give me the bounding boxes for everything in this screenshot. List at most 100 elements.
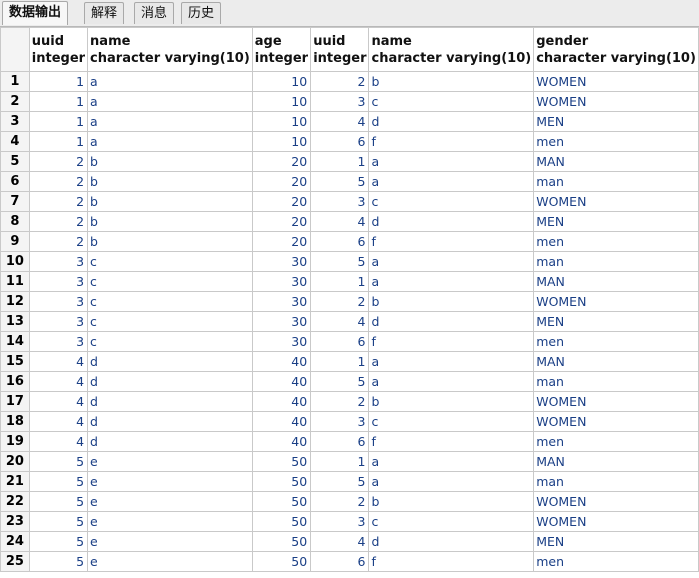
table-cell[interactable]: WOMEN: [533, 411, 699, 432]
row-number[interactable]: 5: [0, 151, 30, 172]
table-cell[interactable]: 5: [28, 451, 89, 472]
row-number[interactable]: 3: [0, 111, 30, 132]
table-cell[interactable]: b: [368, 491, 535, 512]
table-row[interactable]: 24 5 e 50 4 d MEN: [0, 531, 699, 552]
table-cell[interactable]: 5: [310, 171, 370, 192]
table-cell[interactable]: d: [368, 311, 535, 332]
table-cell[interactable]: 40: [251, 371, 312, 392]
table-cell[interactable]: b: [368, 291, 535, 312]
table-cell[interactable]: a: [87, 111, 253, 132]
table-cell[interactable]: d: [87, 371, 253, 392]
table-row[interactable]: 17 4 d 40 2 b WOMEN: [0, 391, 699, 412]
table-cell[interactable]: d: [368, 111, 535, 132]
table-row[interactable]: 9 2 b 20 6 f men: [0, 231, 699, 252]
table-row[interactable]: 2 1 a 10 3 c WOMEN: [0, 91, 699, 112]
table-cell[interactable]: 30: [251, 251, 312, 272]
table-cell[interactable]: 1: [28, 71, 89, 92]
table-cell[interactable]: MEN: [533, 311, 699, 332]
table-cell[interactable]: a: [368, 251, 535, 272]
table-cell[interactable]: f: [368, 431, 535, 452]
table-cell[interactable]: c: [368, 191, 535, 212]
table-cell[interactable]: 5: [310, 471, 370, 492]
column-header-uuid[interactable]: uuid integer: [28, 27, 89, 72]
table-cell[interactable]: 10: [251, 91, 312, 112]
table-cell[interactable]: 5: [28, 471, 89, 492]
table-row[interactable]: 3 1 a 10 4 d MEN: [0, 111, 699, 132]
table-cell[interactable]: e: [87, 451, 253, 472]
table-cell[interactable]: d: [87, 431, 253, 452]
table-cell[interactable]: 10: [251, 71, 312, 92]
table-cell[interactable]: 6: [310, 131, 370, 152]
table-cell[interactable]: MEN: [533, 531, 699, 552]
table-cell[interactable]: men: [533, 131, 699, 152]
table-cell[interactable]: 5: [310, 371, 370, 392]
table-cell[interactable]: b: [368, 391, 535, 412]
table-cell[interactable]: 6: [310, 231, 370, 252]
tab-history[interactable]: 历史: [181, 2, 222, 24]
row-number[interactable]: 15: [0, 351, 30, 372]
table-cell[interactable]: c: [87, 251, 253, 272]
row-number[interactable]: 21: [0, 471, 30, 492]
row-number[interactable]: 14: [0, 331, 30, 352]
table-cell[interactable]: 3: [310, 411, 370, 432]
table-cell[interactable]: 20: [251, 151, 312, 172]
table-cell[interactable]: man: [533, 251, 699, 272]
table-cell[interactable]: 1: [28, 131, 89, 152]
table-cell[interactable]: 3: [310, 91, 370, 112]
table-cell[interactable]: 10: [251, 111, 312, 132]
table-cell[interactable]: 1: [310, 151, 370, 172]
row-number[interactable]: 2: [0, 91, 30, 112]
table-cell[interactable]: 30: [251, 311, 312, 332]
table-cell[interactable]: 20: [251, 231, 312, 252]
table-cell[interactable]: 50: [251, 451, 312, 472]
column-header-age[interactable]: age integer: [251, 27, 312, 72]
table-cell[interactable]: 1: [28, 91, 89, 112]
table-cell[interactable]: a: [87, 131, 253, 152]
table-cell[interactable]: MEN: [533, 211, 699, 232]
table-cell[interactable]: 50: [251, 471, 312, 492]
table-cell[interactable]: 50: [251, 551, 312, 572]
table-cell[interactable]: WOMEN: [533, 291, 699, 312]
table-cell[interactable]: b: [87, 151, 253, 172]
table-cell[interactable]: MAN: [533, 451, 699, 472]
table-row[interactable]: 8 2 b 20 4 d MEN: [0, 211, 699, 232]
row-number[interactable]: 9: [0, 231, 30, 252]
table-cell[interactable]: 4: [28, 391, 89, 412]
table-row[interactable]: 12 3 c 30 2 b WOMEN: [0, 291, 699, 312]
table-row[interactable]: 23 5 e 50 3 c WOMEN: [0, 511, 699, 532]
table-row[interactable]: 13 3 c 30 4 d MEN: [0, 311, 699, 332]
table-cell[interactable]: WOMEN: [533, 491, 699, 512]
table-cell[interactable]: 1: [310, 351, 370, 372]
table-row[interactable]: 10 3 c 30 5 a man: [0, 251, 699, 272]
table-cell[interactable]: b: [87, 191, 253, 212]
table-cell[interactable]: 20: [251, 191, 312, 212]
table-cell[interactable]: a: [87, 91, 253, 112]
table-row[interactable]: 4 1 a 10 6 f men: [0, 131, 699, 152]
table-cell[interactable]: 6: [310, 331, 370, 352]
row-number[interactable]: 25: [0, 551, 30, 572]
tab-data-output[interactable]: 数据输出: [2, 1, 69, 25]
table-cell[interactable]: 3: [28, 311, 89, 332]
row-number[interactable]: 4: [0, 131, 30, 152]
row-number[interactable]: 24: [0, 531, 30, 552]
table-cell[interactable]: man: [533, 371, 699, 392]
table-cell[interactable]: f: [368, 331, 535, 352]
table-cell[interactable]: 2: [28, 171, 89, 192]
table-cell[interactable]: men: [533, 551, 699, 572]
table-row[interactable]: 11 3 c 30 1 a MAN: [0, 271, 699, 292]
table-cell[interactable]: 4: [310, 311, 370, 332]
table-cell[interactable]: 40: [251, 351, 312, 372]
table-cell[interactable]: 50: [251, 511, 312, 532]
table-row[interactable]: 1 1 a 10 2 b WOMEN: [0, 71, 699, 92]
table-row[interactable]: 18 4 d 40 3 c WOMEN: [0, 411, 699, 432]
row-number[interactable]: 11: [0, 271, 30, 292]
table-cell[interactable]: 4: [28, 431, 89, 452]
column-header-name-2[interactable]: name character varying(10): [368, 27, 535, 72]
column-header-gender[interactable]: gender character varying(10): [533, 27, 699, 72]
table-cell[interactable]: men: [533, 331, 699, 352]
row-number[interactable]: 8: [0, 211, 30, 232]
table-cell[interactable]: 50: [251, 531, 312, 552]
table-cell[interactable]: MEN: [533, 111, 699, 132]
table-cell[interactable]: 2: [28, 231, 89, 252]
table-cell[interactable]: 30: [251, 271, 312, 292]
